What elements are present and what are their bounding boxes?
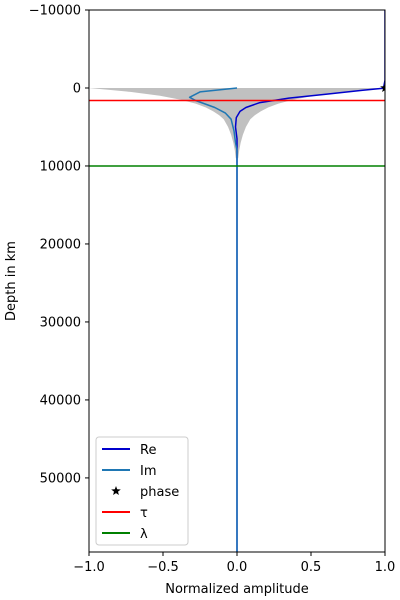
x-tick-label: −0.5 [147, 560, 179, 575]
series-layer [89, 10, 385, 552]
legend-label: Re [140, 443, 156, 458]
legend-phase-marker [111, 486, 121, 495]
y-axis-label: Depth in km [4, 241, 19, 321]
phase-marker [380, 83, 385, 92]
y-tick-label: 40000 [40, 393, 81, 408]
y-tick-label: 0 [73, 81, 81, 96]
x-tick-label: 0.0 [227, 560, 248, 575]
legend-label: Im [140, 464, 157, 479]
amplitude-envelope [89, 88, 385, 159]
x-tick-label: 0.5 [301, 560, 322, 575]
x-axis-label: Normalized amplitude [165, 582, 309, 597]
legend: Re Im phase τλ [95, 436, 189, 546]
axes-layer: −1.0 −0.5 0.0 0.5 1.0 −10000 0 10000 20000 30000 4… [29, 4, 396, 576]
y-tick-label: 50000 [40, 471, 81, 486]
legend-box [95, 436, 189, 546]
x-tick-label: 1.0 [375, 560, 396, 575]
y-tick-label: 10000 [40, 159, 81, 174]
y-tick-label: 20000 [40, 237, 81, 252]
envelope-layer [89, 88, 385, 159]
y-tick-label: −10000 [29, 4, 81, 19]
legend-label: τ [140, 506, 148, 521]
im-series-line [188, 87, 238, 552]
legend-label: λ [140, 527, 148, 542]
y-tick-label: 30000 [40, 315, 81, 330]
legend-label: phase [140, 485, 179, 500]
x-tick-label: −1.0 [73, 560, 105, 575]
